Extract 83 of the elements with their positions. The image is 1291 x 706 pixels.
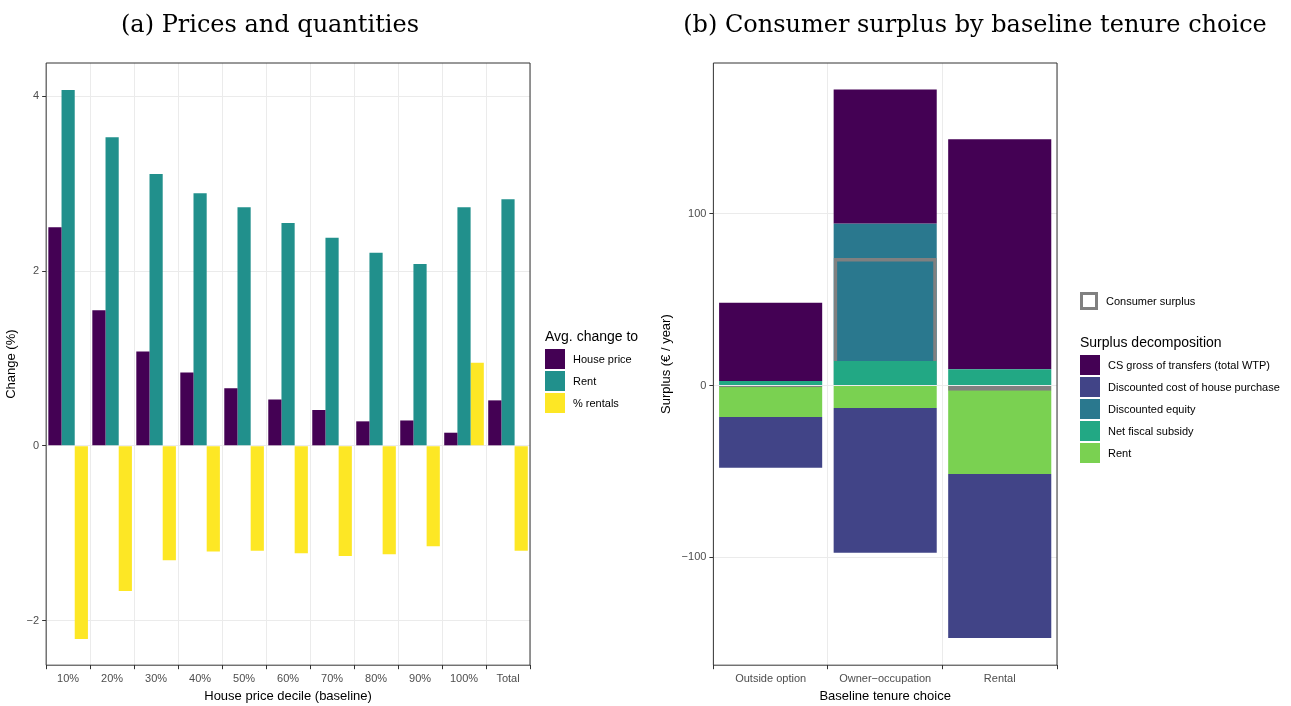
y-axis-title: Surplus (€ / year) [658, 314, 674, 414]
bar [501, 199, 515, 446]
x-tick-label: Total [496, 671, 520, 684]
bar [457, 207, 471, 446]
chart-title: (a) Prices and quantities [119, 10, 421, 38]
x-tick-label: 50% [233, 671, 256, 684]
legend-label: Discounted equity [1108, 403, 1196, 415]
bar [312, 409, 326, 446]
bar [426, 446, 440, 547]
chart-title: (b) Consumer surplus by baseline tenure choice [682, 10, 1268, 38]
bar [250, 446, 264, 551]
bar [719, 302, 823, 382]
y-tick-label: −100 [681, 550, 707, 563]
legend-label: Rent [1108, 447, 1132, 459]
x-tick-label: Rental [983, 671, 1016, 684]
bar [149, 174, 163, 446]
legend-label: Consumer surplus [1106, 295, 1196, 307]
bar [948, 473, 1052, 638]
bar [719, 386, 823, 418]
bar [444, 432, 458, 446]
bar [61, 90, 75, 446]
bar [400, 420, 414, 446]
bar [180, 372, 194, 446]
bar [382, 446, 396, 555]
y-tick-label: 2 [33, 264, 40, 277]
y-tick-label: 0 [700, 378, 707, 391]
bar [224, 388, 238, 446]
bar [193, 193, 207, 446]
legend-label: Discounted cost of house purchase [1108, 381, 1280, 393]
legend-label: Rent [573, 375, 597, 387]
bar [92, 310, 106, 446]
bar [356, 421, 370, 446]
y-tick-label: 100 [688, 207, 707, 220]
bar [48, 227, 62, 446]
x-tick-label: 100% [449, 671, 479, 684]
bar [948, 369, 1052, 386]
bar [206, 446, 220, 552]
legend-label: % rentals [573, 397, 619, 409]
bar [833, 361, 937, 386]
bar [413, 264, 427, 446]
bar [719, 381, 823, 386]
bar [948, 139, 1052, 370]
x-tick-label: 80% [365, 671, 388, 684]
y-tick-label: −2 [26, 613, 40, 626]
bar [325, 237, 339, 446]
bar [833, 386, 937, 409]
bar [488, 400, 502, 446]
bar [281, 222, 295, 446]
bar [833, 223, 937, 362]
bar [268, 399, 282, 446]
bar [833, 408, 937, 553]
x-tick-label: Outside option [735, 671, 807, 684]
x-tick-label: Owner−occupation [839, 671, 932, 684]
x-tick-label: 70% [321, 671, 344, 684]
x-tick-label: 20% [101, 671, 124, 684]
y-tick-label: 0 [33, 438, 40, 451]
y-axis-title: Change (%) [3, 329, 19, 399]
x-tick-label: 90% [409, 671, 432, 684]
bar [118, 446, 132, 591]
x-tick-label: 30% [145, 671, 168, 684]
legend-label: CS gross of transfers (total WTP) [1108, 359, 1270, 371]
bar [719, 417, 823, 468]
x-tick-label: 60% [277, 671, 300, 684]
y-tick-label: 4 [33, 89, 40, 102]
bar [294, 446, 308, 554]
bar [470, 362, 484, 446]
bar [105, 137, 119, 446]
bar [338, 446, 352, 556]
bar [162, 446, 176, 561]
bar [369, 252, 383, 446]
legend-title: Avg. change to [545, 328, 639, 344]
bar [833, 89, 937, 224]
legend-title: Surplus decomposition [1080, 334, 1223, 350]
x-tick-label: 40% [189, 671, 212, 684]
bar [74, 446, 88, 639]
bar [136, 351, 150, 446]
legend-label: House price [573, 353, 632, 365]
x-tick-label: 10% [57, 671, 80, 684]
bar [237, 207, 251, 446]
x-axis-title: Baseline tenure choice [819, 687, 951, 703]
x-axis-title: House price decile (baseline) [204, 687, 372, 703]
legend-label: Net fiscal subsidy [1108, 425, 1194, 437]
bar [514, 446, 528, 551]
